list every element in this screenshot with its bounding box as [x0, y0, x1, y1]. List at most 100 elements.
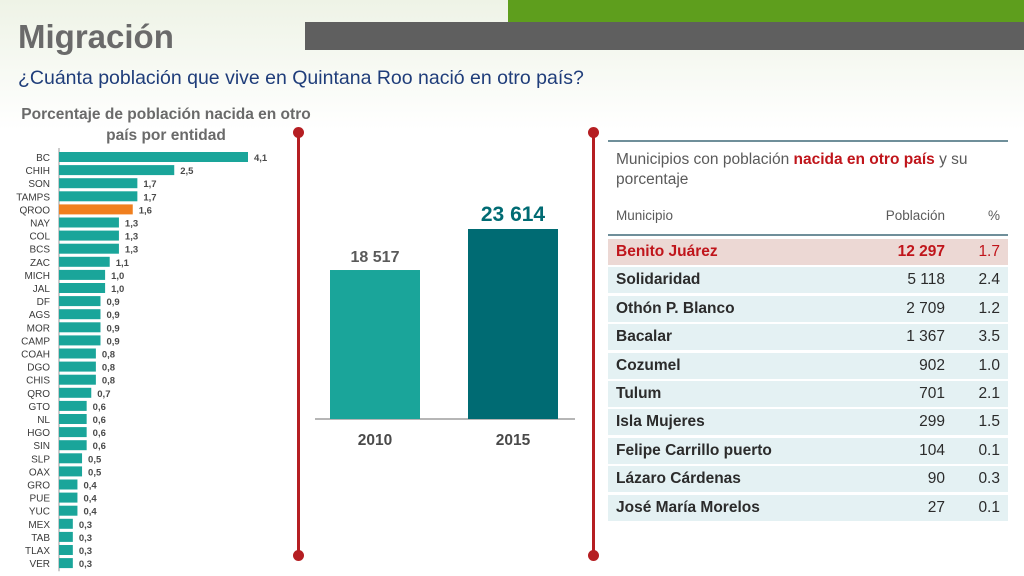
cell-municipio: Othón P. Blanco	[616, 299, 735, 317]
state-label: SIN	[33, 441, 50, 452]
state-value-label: 0,5	[88, 467, 102, 478]
state-value-label: 0,9	[106, 310, 119, 321]
state-label: YUC	[29, 507, 50, 518]
state-bar	[59, 178, 138, 189]
state-value-label: 0,4	[83, 494, 97, 505]
table-row: José María Morelos 27 0.1	[608, 494, 1008, 521]
state-bar	[59, 283, 106, 293]
divider-dot-left-top	[293, 127, 304, 138]
col-header-municipio: Municipio	[616, 207, 674, 223]
state-label: DGO	[27, 363, 50, 374]
cell-municipio: Bacalar	[616, 328, 673, 346]
divider-line-right	[592, 132, 595, 556]
state-bar	[59, 243, 119, 254]
state-bar	[59, 152, 248, 162]
state-label: DF	[37, 297, 50, 308]
state-bar	[59, 558, 73, 569]
state-bar	[59, 374, 96, 385]
state-bar	[59, 204, 133, 215]
header-accent-gray	[305, 22, 1024, 50]
table-title-highlight: nacida en otro país	[793, 151, 935, 168]
divider-dot-left-bottom	[293, 550, 304, 561]
state-bar	[59, 427, 87, 438]
state-label: NL	[37, 415, 50, 426]
state-bar	[59, 309, 101, 320]
state-label: MICH	[24, 271, 50, 282]
divider-line-left	[297, 132, 300, 556]
state-value-label: 0,3	[79, 546, 92, 557]
col-header-pct: %	[987, 207, 1000, 223]
state-label: CHIH	[26, 166, 50, 177]
state-bar	[59, 492, 78, 503]
state-value-label: 0,9	[106, 297, 119, 308]
table-header-row: Municipio Población %	[608, 196, 1008, 236]
cell-poblacion: 2 709	[906, 299, 945, 317]
state-bar	[59, 440, 87, 451]
state-value-label: 1,0	[111, 284, 124, 295]
state-value-label: 1,3	[125, 245, 138, 256]
state-value-label: 0,3	[79, 520, 92, 531]
state-label: CAMP	[21, 336, 50, 347]
state-value-label: 4,1	[254, 153, 268, 164]
state-bar	[59, 414, 87, 424]
year-bar	[330, 270, 420, 419]
year-bar-chart: 18 517 2010 23 614 2015	[315, 203, 575, 449]
state-bar	[59, 335, 101, 346]
table-row: Lázaro Cárdenas 90 0.3	[608, 466, 1008, 493]
state-label: AGS	[29, 310, 50, 321]
header-accent-green	[508, 0, 1024, 22]
state-value-label: 1,3	[125, 219, 138, 230]
table-row: Isla Mujeres 299 1.5	[608, 409, 1008, 436]
state-label: GTO	[29, 402, 51, 413]
state-value-label: 0,6	[93, 428, 106, 439]
table-row: Bacalar 1 367 3.5	[608, 324, 1008, 351]
table-row: Solidaridad 5 118 2.4	[608, 267, 1008, 294]
cell-poblacion: 299	[919, 413, 945, 431]
state-bar	[59, 387, 92, 398]
col-header-poblacion: Población	[885, 207, 945, 223]
year-category-label: 2010	[358, 432, 392, 449]
state-bar	[59, 479, 78, 490]
state-label: COAH	[21, 350, 50, 361]
state-bar	[59, 256, 110, 267]
state-value-label: 0,6	[93, 441, 106, 452]
cell-poblacion: 12 297	[897, 243, 945, 260]
municipios-table: Municipios con población nacida en otro …	[608, 140, 1008, 521]
table-title-post: y su porcentaje	[616, 151, 968, 188]
state-bar	[59, 505, 78, 516]
cell-municipio: Cozumel	[616, 356, 681, 374]
state-bar	[59, 466, 83, 477]
state-bar	[59, 191, 138, 202]
cell-pct: 1.5	[978, 413, 1000, 431]
cell-pct: 2.4	[978, 271, 1000, 289]
state-label: QRO	[27, 389, 50, 400]
state-value-label: 0,4	[83, 507, 97, 518]
state-value-label: 2,5	[180, 166, 194, 177]
state-label: MEX	[28, 520, 50, 531]
state-label: COL	[29, 232, 50, 243]
state-value-label: 0,3	[79, 533, 92, 544]
state-value-label: 0,8	[102, 350, 115, 361]
cell-pct: 3.5	[978, 328, 1000, 346]
table-row: Tulum 701 2.1	[608, 380, 1008, 407]
state-value-label: 0,5	[88, 454, 102, 465]
table-body: Benito Juárez 12 297 1.7 Solidaridad 5 118 2.…	[608, 239, 1008, 521]
state-value-label: 0,6	[93, 415, 106, 426]
cell-municipio: Isla Mujeres	[616, 413, 705, 431]
state-label: TAB	[31, 533, 50, 544]
state-label: SLP	[31, 454, 50, 465]
state-label: OAX	[29, 467, 50, 478]
state-label: HGO	[27, 428, 50, 439]
divider-dot-right-bottom	[588, 550, 599, 561]
cell-poblacion: 104	[919, 441, 945, 459]
state-value-label: 0,7	[97, 389, 110, 400]
cell-municipio: Tulum	[616, 384, 662, 402]
state-bar	[59, 230, 119, 241]
state-value-label: 0,4	[83, 481, 97, 492]
state-bar	[59, 217, 119, 228]
year-bar	[468, 229, 558, 419]
state-bar	[59, 531, 73, 542]
cell-municipio: Felipe Carrillo puerto	[616, 441, 772, 459]
state-bar	[59, 400, 87, 411]
cell-pct: 1.2	[978, 299, 1000, 317]
